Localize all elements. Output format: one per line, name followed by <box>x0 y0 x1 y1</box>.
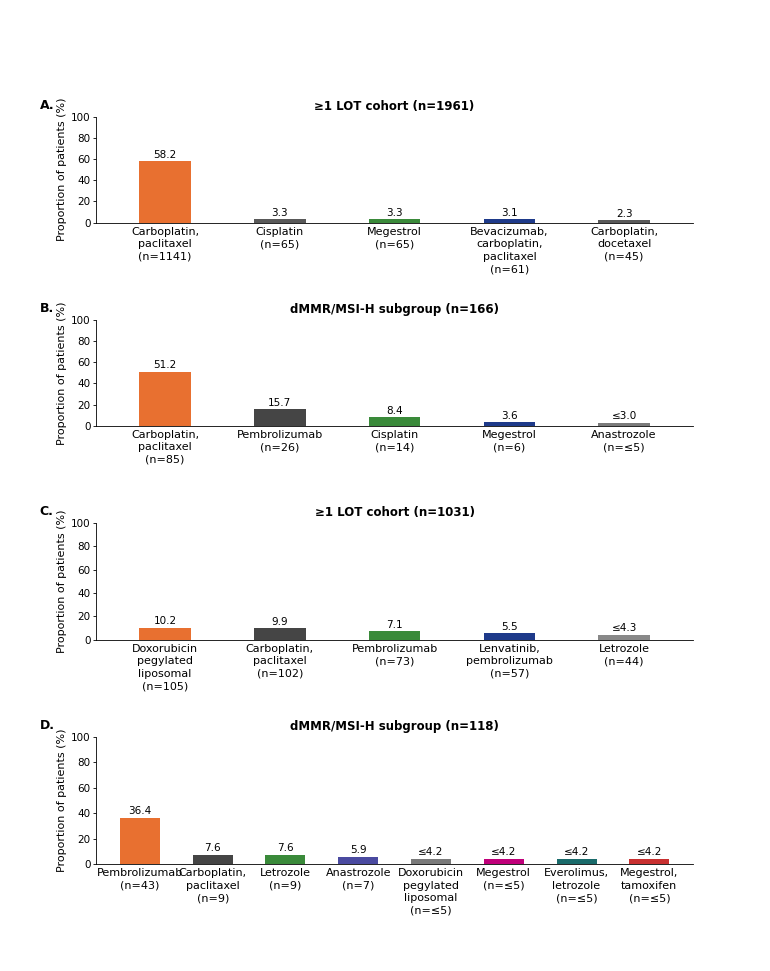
Bar <box>266 854 306 864</box>
Bar <box>369 417 420 426</box>
Text: A.: A. <box>39 99 54 113</box>
Bar <box>369 219 420 222</box>
Y-axis label: Proportion of patients (%): Proportion of patients (%) <box>57 301 67 445</box>
Text: 10.2: 10.2 <box>153 617 176 626</box>
Bar <box>139 161 191 222</box>
Text: 3.1: 3.1 <box>501 208 517 218</box>
Text: 3.6: 3.6 <box>501 411 517 420</box>
Bar <box>139 372 191 426</box>
Bar <box>254 409 306 426</box>
Bar <box>411 858 451 864</box>
Text: ≤4.2: ≤4.2 <box>418 848 444 857</box>
Title: ≥1 LOT cohort (n=1031): ≥1 LOT cohort (n=1031) <box>315 506 474 519</box>
Bar <box>484 633 535 640</box>
Title: dMMR/MSI-H subgroup (n=166): dMMR/MSI-H subgroup (n=166) <box>290 303 499 316</box>
Text: 58.2: 58.2 <box>153 150 177 159</box>
Title: dMMR/MSI-H subgroup (n=118): dMMR/MSI-H subgroup (n=118) <box>290 720 499 733</box>
Text: 7.6: 7.6 <box>277 843 294 853</box>
Bar <box>598 635 650 640</box>
Text: ≤4.3: ≤4.3 <box>611 623 637 633</box>
Text: 3.3: 3.3 <box>387 208 403 218</box>
Text: ≤4.2: ≤4.2 <box>491 848 517 857</box>
Y-axis label: Proportion of patients (%): Proportion of patients (%) <box>57 98 67 242</box>
Text: B.: B. <box>39 303 54 316</box>
Text: ≤4.2: ≤4.2 <box>564 848 589 857</box>
Bar <box>338 856 378 864</box>
Text: 51.2: 51.2 <box>153 360 177 370</box>
Bar <box>139 628 191 640</box>
Title: ≥1 LOT cohort (n=1961): ≥1 LOT cohort (n=1961) <box>314 100 475 113</box>
Text: 5.9: 5.9 <box>350 845 367 855</box>
Text: D.: D. <box>39 719 55 732</box>
Bar <box>484 422 535 426</box>
Bar <box>557 858 597 864</box>
Bar <box>120 818 160 864</box>
Text: 15.7: 15.7 <box>268 398 292 408</box>
Text: 2.3: 2.3 <box>616 209 632 219</box>
Bar <box>629 858 669 864</box>
Bar <box>254 219 306 222</box>
Bar <box>369 631 420 640</box>
Bar <box>192 854 233 864</box>
Text: 8.4: 8.4 <box>387 406 403 416</box>
Text: C.: C. <box>39 505 53 519</box>
Text: ≤3.0: ≤3.0 <box>611 412 637 421</box>
Text: 5.5: 5.5 <box>501 621 517 632</box>
Text: ≤4.2: ≤4.2 <box>637 848 662 857</box>
Text: 36.4: 36.4 <box>129 806 152 817</box>
Bar <box>598 422 650 426</box>
Bar <box>598 220 650 222</box>
Text: 7.6: 7.6 <box>204 843 221 853</box>
Text: 9.9: 9.9 <box>272 617 288 626</box>
Bar <box>484 219 535 222</box>
Text: 3.3: 3.3 <box>272 208 288 218</box>
Y-axis label: Proportion of patients (%): Proportion of patients (%) <box>57 728 67 872</box>
Bar <box>484 858 524 864</box>
Text: 7.1: 7.1 <box>387 620 403 630</box>
Bar <box>254 628 306 640</box>
Y-axis label: Proportion of patients (%): Proportion of patients (%) <box>57 510 67 653</box>
